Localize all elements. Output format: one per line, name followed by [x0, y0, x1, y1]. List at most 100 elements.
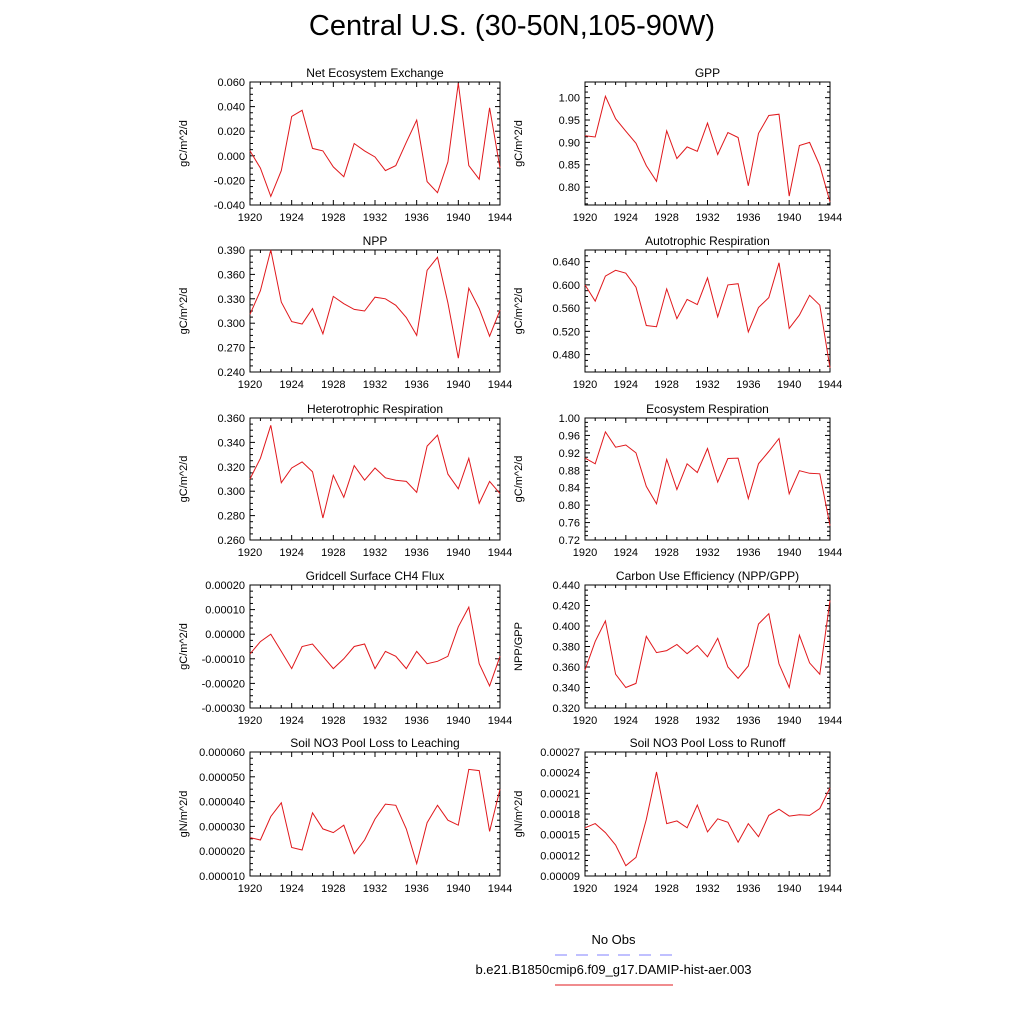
x-tick-label: 1944: [818, 212, 842, 224]
y-tick-label: 0.84: [559, 483, 580, 495]
x-tick-label: 1928: [321, 212, 345, 224]
x-tick-label: 1932: [695, 379, 719, 391]
series-line: [584, 430, 831, 526]
x-tick-label: 1944: [818, 883, 842, 895]
y-axis-label: NPP/GPP: [513, 622, 525, 671]
x-tick-label: 1928: [654, 547, 678, 559]
x-tick-label: 1920: [238, 547, 262, 559]
y-tick-label: 0.000030: [199, 821, 245, 833]
y-tick-label: 0.640: [552, 257, 580, 269]
plot-frame: [249, 417, 501, 541]
x-tick-label: 1920: [238, 883, 262, 895]
series-line: [249, 83, 501, 198]
x-tick-label: 1924: [279, 547, 303, 559]
panel-carbon-use-efficiency-npp-gpp: Carbon Use Efficiency (NPP/GPP) NPP/GPP 19…: [513, 569, 842, 727]
x-tick-label: 1928: [321, 547, 345, 559]
x-tick-label: 1920: [238, 715, 262, 727]
y-tick-label: 0.00020: [205, 580, 245, 592]
y-tick-label: 0.600: [552, 280, 580, 292]
x-tick-label: 1936: [736, 547, 760, 559]
y-tick-label: 0.260: [217, 535, 245, 547]
x-tick-label: 1940: [777, 883, 801, 895]
x-tick-label: 1932: [695, 715, 719, 727]
y-axis-label: gC/m^2/d: [178, 120, 190, 167]
x-tick-label: 1944: [488, 547, 512, 559]
panel-title: GPP: [695, 66, 720, 80]
series-line: [584, 94, 831, 203]
y-tick-label: 0.400: [552, 621, 580, 633]
panel-title: Net Ecosystem Exchange: [306, 66, 444, 80]
x-tick-label: 1940: [446, 883, 470, 895]
x-tick-label: 1924: [279, 379, 303, 391]
plot-frame: [249, 249, 501, 373]
series-line: [249, 605, 501, 688]
series-line: [249, 425, 501, 519]
y-tick-label: 0.000050: [199, 772, 245, 784]
x-tick-label: 1924: [614, 883, 638, 895]
y-tick-label: 0.320: [552, 703, 580, 715]
x-tick-label: 1944: [488, 212, 512, 224]
y-tick-label: 0.00018: [540, 809, 580, 821]
panel-ecosystem-respiration: Ecosystem Respiration gC/m^2/d 1920 1924 192…: [513, 402, 842, 559]
y-tick-label: 0.280: [217, 511, 245, 523]
y-tick-label: 0.300: [217, 318, 245, 330]
x-tick-label: 1944: [818, 379, 842, 391]
legend-case-label: b.e21.B1850cmip6.f09_g17.DAMIP-hist-aer.…: [475, 962, 752, 977]
x-tick-label: 1924: [279, 715, 303, 727]
x-tick-label: 1932: [695, 547, 719, 559]
plot-frame: [249, 81, 501, 206]
x-tick-label: 1944: [818, 547, 842, 559]
x-tick-label: 1932: [363, 379, 387, 391]
series-line: [584, 771, 831, 867]
y-axis-label: gC/m^2/d: [178, 623, 190, 670]
x-tick-label: 1928: [654, 883, 678, 895]
y-tick-label: 0.80: [559, 182, 580, 194]
y-tick-label: 0.85: [559, 160, 580, 172]
panel-title: Autotrophic Respiration: [645, 234, 770, 248]
y-tick-label: -0.040: [214, 200, 245, 212]
y-tick-label: 0.000040: [199, 797, 245, 809]
x-tick-label: 1920: [573, 547, 597, 559]
panel-title: NPP: [363, 234, 388, 248]
y-tick-label: 0.00000: [205, 629, 245, 641]
panel-soil-no3-pool-loss-to-runoff: Soil NO3 Pool Loss to Runoff gN/m^2/d 1920…: [513, 736, 842, 895]
x-tick-label: 1920: [573, 883, 597, 895]
y-tick-label: -0.00030: [202, 703, 245, 715]
x-tick-label: 1932: [363, 547, 387, 559]
y-axis-label: gC/m^2/d: [513, 120, 525, 167]
plot-frame: [584, 249, 831, 373]
y-axis-label: gN/m^2/d: [178, 791, 190, 838]
panel-title: Ecosystem Respiration: [646, 402, 769, 416]
y-tick-label: 0.00024: [540, 768, 580, 780]
panel-npp: NPP gC/m^2/d 1920 1924 1928 1932 1936 1940 1944 0…: [178, 234, 512, 391]
y-tick-label: 0.00021: [540, 788, 580, 800]
x-tick-label: 1932: [363, 883, 387, 895]
x-tick-label: 1920: [573, 379, 597, 391]
y-tick-label: -0.00010: [202, 654, 245, 666]
x-tick-label: 1944: [488, 715, 512, 727]
x-tick-label: 1944: [488, 883, 512, 895]
panel-gpp: GPP gC/m^2/d 1920 1924 1928 1932 1936 1940 1944 0…: [513, 66, 842, 224]
y-tick-label: 0.340: [217, 437, 245, 449]
y-tick-label: 0.040: [217, 102, 245, 114]
y-tick-label: 0.95: [559, 115, 580, 127]
y-tick-label: 0.360: [217, 269, 245, 281]
y-tick-label: 0.020: [217, 126, 245, 138]
plot-frame: [584, 417, 831, 541]
x-tick-label: 1928: [654, 212, 678, 224]
x-tick-label: 1936: [736, 715, 760, 727]
x-tick-label: 1936: [736, 379, 760, 391]
legend-no-obs-label: No Obs: [591, 932, 636, 947]
x-tick-label: 1928: [321, 883, 345, 895]
plot-frame: [249, 584, 501, 709]
y-tick-label: 0.80: [559, 500, 580, 512]
y-tick-label: 0.440: [552, 580, 580, 592]
y-tick-label: 0.060: [217, 77, 245, 89]
x-tick-label: 1936: [404, 715, 428, 727]
y-tick-label: 0.480: [552, 350, 580, 362]
panel-title: Soil NO3 Pool Loss to Runoff: [630, 736, 787, 750]
y-axis-label: gN/m^2/d: [513, 791, 525, 838]
y-tick-label: 0.360: [217, 413, 245, 425]
x-tick-label: 1932: [363, 212, 387, 224]
